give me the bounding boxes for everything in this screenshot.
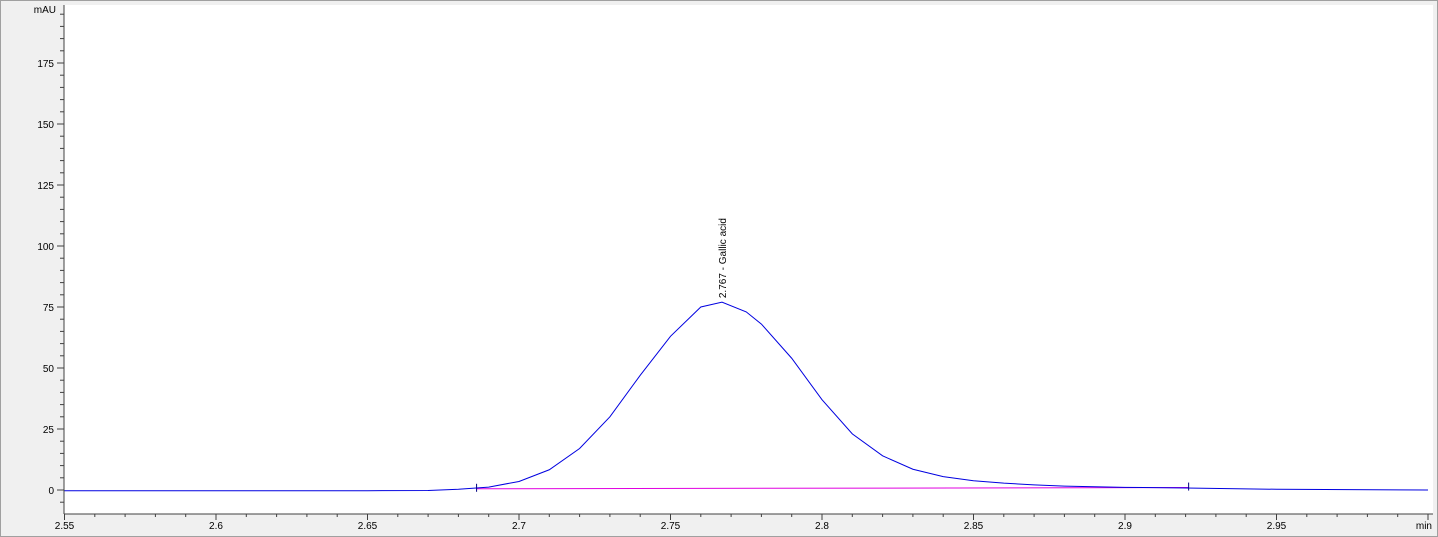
y-axis-label: mAU [34,5,56,16]
y-tick-label: 150 [37,120,54,131]
x-tick-label: 2.75 [661,521,681,532]
y-tick-label: 75 [43,303,55,314]
x-tick-label: 2.85 [964,521,984,532]
x-tick-label: 2.9 [1118,521,1132,532]
y-tick-label: 175 [37,59,54,70]
x-tick-label: 2.6 [209,521,223,532]
plot-area [64,5,1433,514]
signal-trace [64,301,1429,492]
integration-baseline [476,487,1189,490]
peak-label: 2.767 - Gallic acid [718,218,729,298]
x-tick-label: 2.7 [512,521,526,532]
y-tick-label: 100 [37,242,54,253]
x-axis-label: min [1416,521,1432,532]
y-tick-label: 125 [37,181,54,192]
x-tick-label: 2.8 [815,521,829,532]
x-tick-label: 2.55 [55,521,75,532]
y-tick-label: 50 [43,364,55,375]
y-tick-label: 25 [43,425,55,436]
x-tick-label: 2.65 [358,521,378,532]
x-tick-label: 2.95 [1267,521,1287,532]
y-tick-label: 0 [48,486,54,497]
